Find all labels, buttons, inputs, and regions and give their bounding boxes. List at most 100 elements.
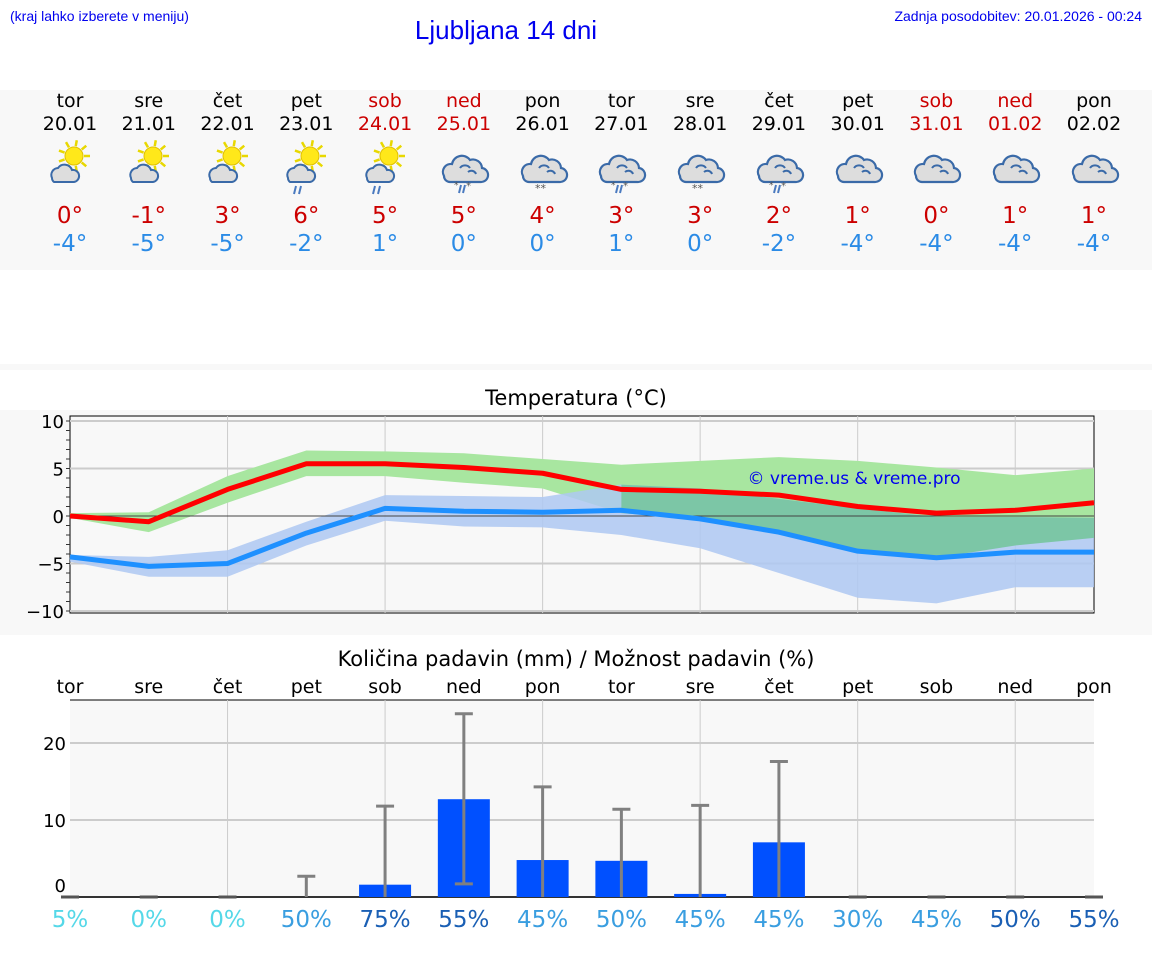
y-tick-label: 0 (53, 507, 64, 528)
temp-max: 4° (529, 203, 556, 229)
day-date: 02.02 (1066, 113, 1122, 135)
temp-min: -5° (131, 231, 166, 257)
day-date: 20.01 (42, 113, 98, 135)
day-date: 01.02 (988, 113, 1043, 135)
page-title: Ljubljana 14 dni (414, 15, 598, 45)
day-name: čet (212, 90, 243, 112)
temp-min: -4° (1076, 231, 1112, 257)
x-day-label: sob (920, 676, 954, 698)
day-name: pet (842, 90, 874, 112)
temp-max: -1° (131, 203, 166, 229)
precip-probability: 0% (209, 907, 246, 933)
svg-text:**: ** (692, 182, 704, 195)
day-name: ned (997, 90, 1034, 112)
cloud-sleet-icon: * * (441, 154, 490, 194)
sun-cloud-icon (207, 140, 248, 183)
forecast-day: pet 30.01 1° -4° (818, 90, 898, 258)
day-name: sob (368, 90, 402, 112)
svg-text:**: ** (535, 182, 547, 195)
temp-max: 1° (1002, 203, 1029, 229)
forecast-day: čet 22.01 3° -5° (188, 90, 268, 258)
location-hint-link[interactable]: (kraj lahko izberete v meniju) (10, 8, 189, 24)
temp-max: 3° (687, 203, 714, 229)
y-tick-label: 5 (53, 460, 64, 481)
day-date: 24.01 (357, 113, 413, 135)
sun-cloud-icon (129, 140, 169, 183)
svg-text:*: * (611, 181, 616, 191)
sun-cloud-rain-icon (286, 140, 327, 195)
forecast-band (0, 90, 1152, 270)
day-date: 27.01 (594, 113, 649, 135)
svg-text:*: * (769, 181, 774, 191)
day-date: 28.01 (672, 113, 728, 135)
temp-min: -4° (840, 231, 875, 257)
forecast-day: pon 02.02 1° -4° (1054, 90, 1134, 258)
x-day-label: pon (525, 676, 561, 698)
day-name: tor (607, 90, 635, 112)
temp-max: 5° (371, 203, 399, 229)
cloud-snow-icon: ** (677, 154, 726, 195)
temp-min: 1° (608, 231, 635, 257)
day-name: čet (764, 90, 794, 112)
plot-area (70, 700, 1094, 897)
day-name: pon (524, 90, 561, 112)
precip-probability: 45% (675, 907, 726, 933)
day-date: 26.01 (515, 113, 570, 135)
x-day-label: sre (134, 676, 163, 698)
x-day-label: čet (764, 676, 794, 698)
cloud-icon (1071, 154, 1120, 184)
min-temp-line (69, 505, 1094, 569)
x-day-label: tor (57, 676, 84, 698)
temp-min: -4° (52, 231, 88, 257)
y-tick-label: −10 (26, 602, 64, 623)
range-overlap-band (621, 484, 1094, 558)
svg-text:*: * (466, 181, 471, 192)
temp-max: 3° (608, 203, 635, 229)
cloud-sleet-icon: * * (599, 154, 647, 194)
x-day-label: tor (608, 676, 635, 698)
precip-probability: 5% (52, 907, 89, 933)
day-name: ned (445, 90, 482, 112)
temp-min: -2° (761, 231, 797, 257)
temp-min: -4° (919, 231, 954, 257)
forecast-day: sre 28.01 ** 3° 0° (660, 90, 740, 258)
temp-max: 0° (923, 203, 950, 229)
x-day-label: pon (1076, 676, 1112, 698)
temp-max: 3° (214, 203, 241, 229)
forecast-day: tor 27.01 * * 3° 1° (581, 90, 661, 258)
precip-probability: 50% (281, 907, 332, 933)
forecast-day: pon 26.01 ** 4° 0° (503, 90, 583, 258)
day-date: 29.01 (751, 113, 807, 135)
temp-min: -4° (998, 231, 1033, 257)
precip-probability: 75% (360, 907, 411, 933)
day-name: pon (1076, 90, 1112, 112)
precip-probability: 55% (438, 907, 489, 933)
forecast-day: sob 24.01 5° 1° (345, 90, 425, 258)
svg-text:*: * (454, 181, 459, 191)
temp-min: 0° (529, 231, 556, 257)
precip-probability: 30% (832, 907, 883, 933)
temp-min: 0° (687, 231, 714, 257)
day-name: tor (56, 90, 84, 112)
max-temp-line (69, 461, 1095, 525)
temp-min: 1° (371, 231, 399, 257)
precip-probability: 45% (753, 907, 804, 933)
forecast-day: ned 01.02 1° -4° (975, 90, 1055, 258)
x-day-label: čet (213, 676, 243, 698)
precip-probability: 50% (990, 907, 1041, 933)
cloud-icon (914, 154, 962, 184)
y-tick-label: −5 (37, 555, 64, 576)
cloud-icon (993, 154, 1041, 184)
day-date: 21.01 (121, 113, 176, 135)
forecast-day: pet 23.01 6° -2° (266, 90, 346, 258)
svg-text:*: * (781, 181, 786, 192)
day-name: pet (290, 90, 322, 112)
temp-max: 5° (450, 203, 477, 229)
precip-probability: 45% (911, 907, 962, 933)
last-update: Zadnja posodobitev: 20.01.2026 - 00:24 (894, 8, 1142, 24)
forecast-day: tor 20.01 0° -4° (30, 90, 110, 258)
forecast-day: sre 21.01 -1° -5° (109, 90, 189, 258)
day-name: sob (919, 90, 954, 112)
x-day-label: sob (368, 676, 402, 698)
